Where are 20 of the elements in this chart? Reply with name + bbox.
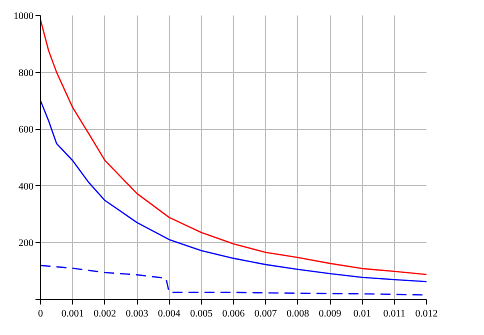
- x-tick-label: 0.005: [190, 308, 213, 320]
- x-tick-label: 0.008: [286, 308, 310, 320]
- x-tick-label: 0.009: [318, 308, 342, 320]
- y-tick-label: 600: [18, 124, 34, 136]
- x-tick-label: 0.002: [94, 308, 116, 320]
- x-tick-label: 0.004: [158, 308, 180, 320]
- x-tick-label: 0.001: [61, 308, 84, 320]
- x-tick-label: 0.01: [353, 308, 371, 320]
- y-tick-label: 200: [18, 238, 34, 250]
- y-tick-label: 800: [18, 68, 34, 79]
- line-series: [40, 19, 426, 276]
- x-tick-label: 0.012: [415, 308, 438, 320]
- y-tick-label: 1000: [14, 11, 34, 22]
- x-tick-label: 0.006: [222, 308, 245, 320]
- x-tick-label: 0.003: [126, 308, 148, 320]
- x-tick-label: 0.007: [254, 308, 277, 320]
- x-tick-label: 0: [38, 308, 43, 320]
- x-tick-label: 0.011: [383, 308, 406, 320]
- y-tick-label: 400: [18, 181, 34, 192]
- line-series: [40, 100, 426, 282]
